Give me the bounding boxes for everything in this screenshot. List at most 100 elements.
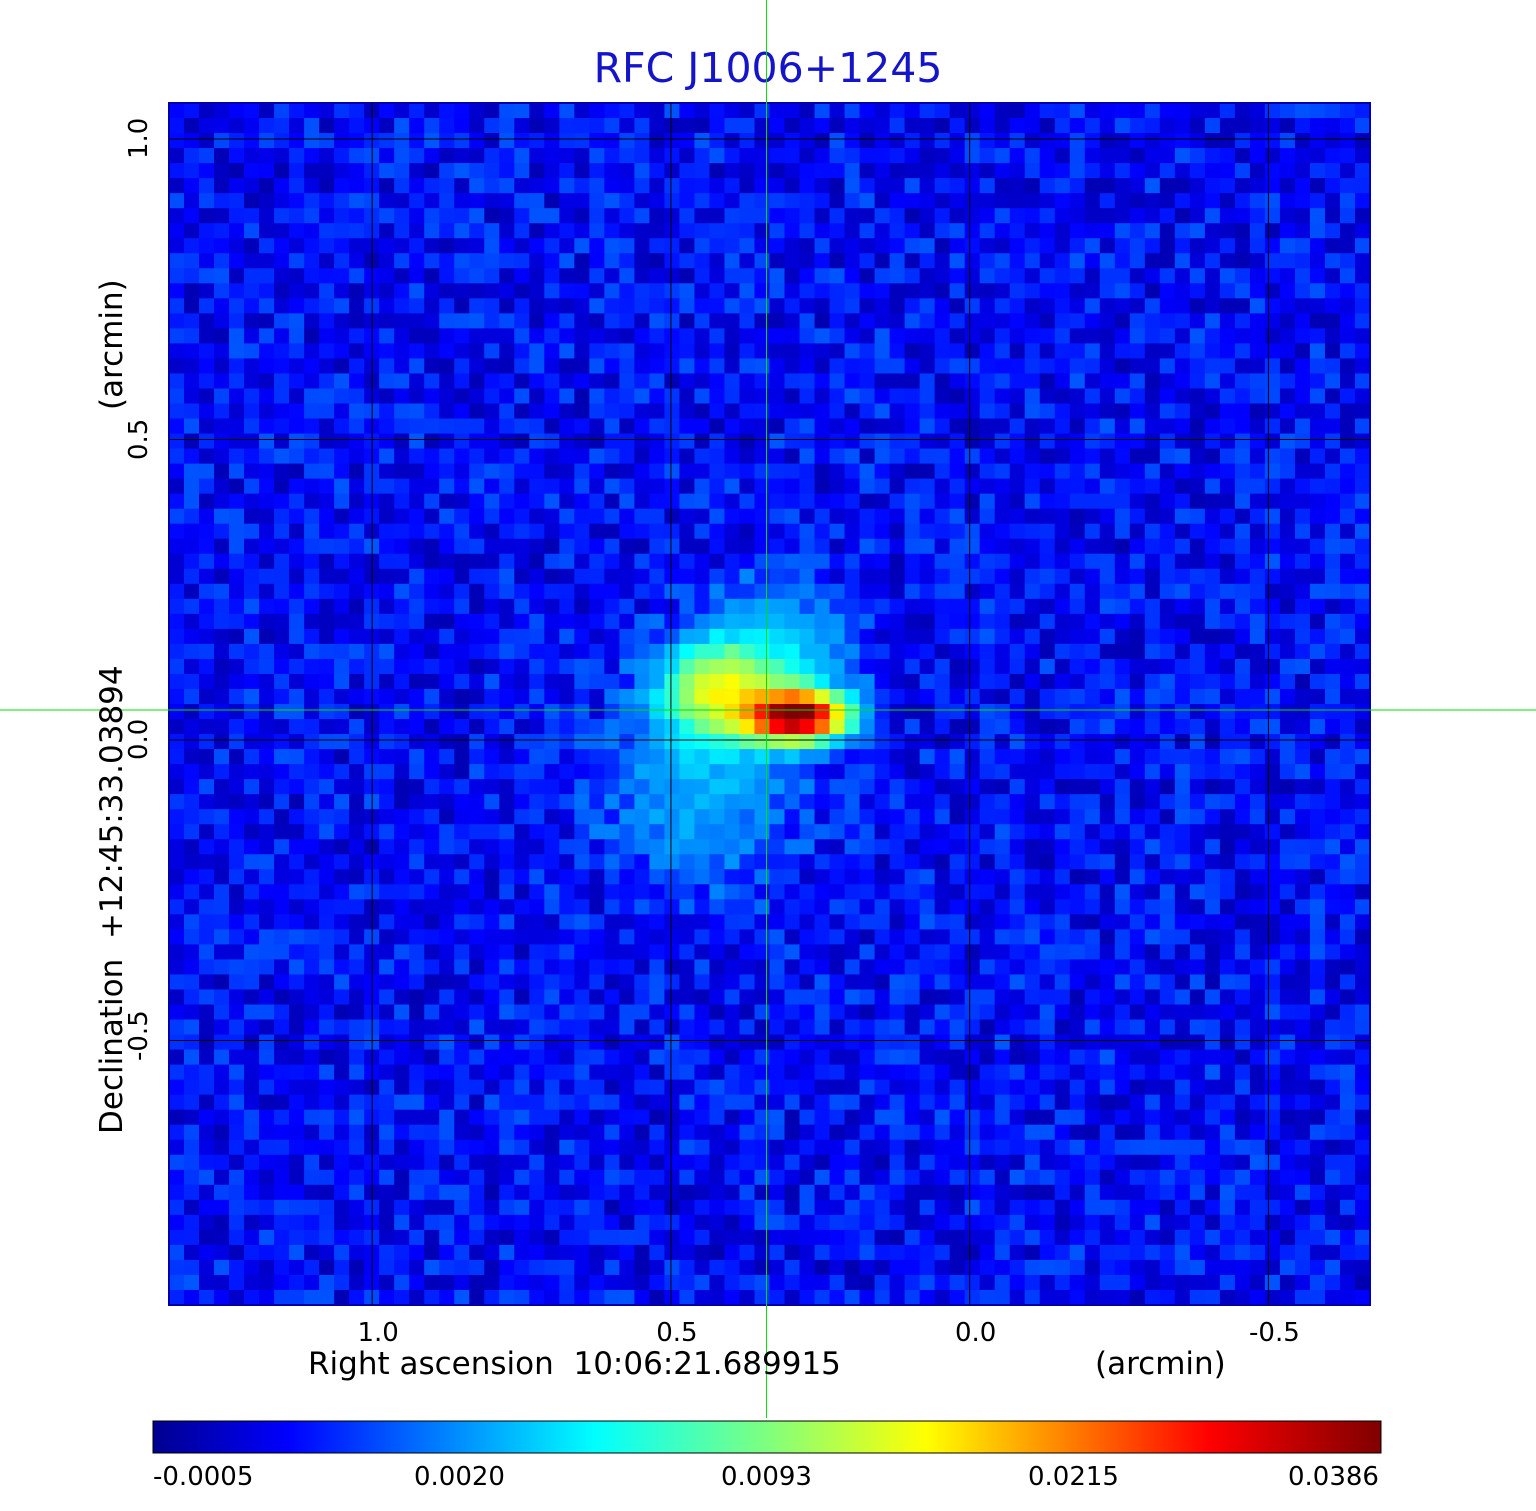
heatmap-cell — [229, 178, 245, 194]
heatmap-cell — [844, 839, 861, 855]
heatmap-cell — [1234, 658, 1251, 675]
heatmap-cell — [544, 373, 560, 390]
heatmap-cell — [349, 1034, 365, 1051]
heatmap-cell — [379, 433, 395, 450]
heatmap-cell — [574, 208, 590, 224]
heatmap-cell — [574, 448, 590, 465]
heatmap-cell — [724, 989, 741, 1006]
heatmap-cell — [769, 719, 786, 735]
heatmap-cell — [319, 794, 335, 810]
heatmap-cell — [649, 1004, 666, 1021]
heatmap-cell — [709, 749, 726, 765]
heatmap-cell — [994, 688, 1011, 705]
heatmap-cell — [529, 268, 545, 284]
heatmap-cell — [1144, 583, 1161, 600]
heatmap-cell — [844, 208, 861, 224]
heatmap-cell — [589, 1019, 605, 1036]
heatmap-cell — [394, 959, 410, 976]
heatmap-cell — [1249, 523, 1266, 540]
heatmap-cell — [739, 583, 756, 600]
heatmap-cell — [1039, 704, 1056, 720]
heatmap-cell — [274, 403, 290, 420]
heatmap-cell — [1174, 193, 1191, 209]
heatmap-cell — [754, 884, 771, 900]
heatmap-cell — [754, 403, 771, 420]
heatmap-cell — [904, 463, 921, 480]
heatmap-cell — [1294, 824, 1311, 840]
heatmap-cell — [544, 163, 560, 179]
heatmap-cell — [1159, 118, 1176, 134]
heatmap-cell — [1114, 178, 1131, 194]
heatmap-cell — [1129, 809, 1146, 825]
heatmap-cell — [1279, 163, 1296, 179]
heatmap-cell — [1024, 448, 1041, 465]
heatmap-cell — [469, 253, 485, 269]
heatmap-cell — [829, 268, 846, 284]
heatmap-cell — [1009, 238, 1026, 254]
heatmap-cell — [349, 148, 365, 164]
heatmap-cell — [559, 929, 575, 946]
heatmap-cell — [214, 989, 230, 1006]
heatmap-cell — [454, 673, 470, 690]
heatmap-cell — [979, 133, 996, 149]
heatmap-cell — [619, 343, 635, 360]
heatmap-cell — [1129, 388, 1146, 405]
heatmap-cell — [739, 118, 756, 134]
heatmap-cell — [439, 208, 455, 224]
heatmap-cell — [529, 523, 545, 540]
heatmap-cell — [724, 929, 741, 946]
heatmap-cell — [754, 268, 771, 284]
heatmap-cell — [784, 568, 801, 585]
heatmap-cell — [904, 358, 921, 375]
heatmap-cell — [1324, 974, 1341, 991]
heatmap-cell — [1264, 989, 1281, 1006]
heatmap-cell — [844, 598, 861, 615]
heatmap-cell — [604, 268, 620, 284]
heatmap-cell — [529, 598, 545, 615]
heatmap-cell — [409, 298, 425, 314]
heatmap-cell — [514, 688, 530, 705]
heatmap-cell — [1294, 313, 1311, 329]
heatmap-cell — [514, 824, 530, 840]
heatmap-cell — [799, 944, 816, 961]
heatmap-cell — [1249, 734, 1266, 750]
heatmap-cell — [409, 643, 425, 660]
heatmap-cell — [1339, 598, 1356, 615]
heatmap-cell — [1069, 914, 1086, 930]
heatmap-cell — [709, 328, 726, 345]
heatmap-cell — [1309, 373, 1326, 390]
heatmap-cell — [184, 643, 200, 660]
heatmap-cell — [904, 839, 921, 855]
heatmap-cell — [1234, 704, 1251, 720]
heatmap-cell — [619, 568, 635, 585]
heatmap-cell — [514, 959, 530, 976]
heatmap-cell — [1249, 764, 1266, 780]
heatmap-cell — [1174, 253, 1191, 269]
heatmap-cell — [1159, 643, 1176, 660]
heatmap-cell — [439, 824, 455, 840]
heatmap-cell — [1159, 133, 1176, 149]
heatmap-cell — [844, 673, 861, 690]
heatmap-cell — [649, 959, 666, 976]
heatmap-cell — [1234, 749, 1251, 765]
heatmap-cell — [1024, 839, 1041, 855]
heatmap-cell — [1324, 253, 1341, 269]
heatmap-cell — [1024, 388, 1041, 405]
heatmap-cell — [814, 193, 831, 209]
heatmap-cell — [664, 794, 681, 810]
heatmap-cell — [349, 914, 365, 930]
heatmap-cell — [679, 328, 696, 345]
heatmap-cell — [994, 448, 1011, 465]
heatmap-cell — [184, 929, 200, 946]
heatmap-cell — [304, 538, 320, 555]
heatmap-cell — [379, 148, 395, 164]
heatmap-cell — [1144, 328, 1161, 345]
heatmap-cell — [649, 118, 666, 134]
heatmap-cell — [679, 253, 696, 269]
heatmap-cell — [1189, 118, 1206, 134]
heatmap-cell — [1114, 899, 1131, 915]
heatmap-cell — [424, 794, 440, 810]
heatmap-cell — [754, 418, 771, 435]
heatmap-cell — [604, 839, 620, 855]
heatmap-cell — [409, 568, 425, 585]
